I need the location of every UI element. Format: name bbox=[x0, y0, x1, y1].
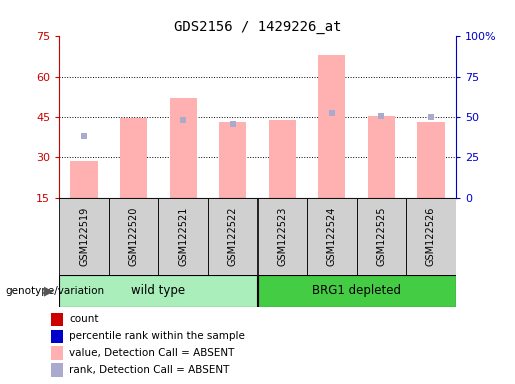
Bar bbox=[120, 118, 147, 198]
Text: GSM122520: GSM122520 bbox=[129, 207, 139, 266]
Bar bbox=[51, 363, 63, 377]
Text: count: count bbox=[69, 314, 98, 324]
Bar bbox=[357, 198, 406, 275]
Bar bbox=[59, 198, 109, 275]
Bar bbox=[208, 198, 258, 275]
Text: GSM122525: GSM122525 bbox=[376, 207, 386, 266]
Text: GSM122524: GSM122524 bbox=[327, 207, 337, 266]
Bar bbox=[417, 122, 444, 198]
Bar bbox=[51, 313, 63, 326]
Text: GSM122526: GSM122526 bbox=[426, 207, 436, 266]
Bar bbox=[406, 198, 456, 275]
Bar bbox=[258, 275, 456, 307]
Bar bbox=[307, 198, 356, 275]
Text: wild type: wild type bbox=[131, 285, 185, 297]
Bar bbox=[51, 329, 63, 343]
Bar bbox=[258, 198, 307, 275]
Bar bbox=[318, 55, 346, 198]
Bar bbox=[368, 116, 395, 198]
Text: GSM122522: GSM122522 bbox=[228, 207, 238, 266]
Bar bbox=[169, 98, 197, 198]
Bar bbox=[59, 275, 258, 307]
Title: GDS2156 / 1429226_at: GDS2156 / 1429226_at bbox=[174, 20, 341, 34]
Text: rank, Detection Call = ABSENT: rank, Detection Call = ABSENT bbox=[69, 365, 229, 375]
Text: ▶: ▶ bbox=[44, 285, 54, 297]
Text: genotype/variation: genotype/variation bbox=[5, 286, 104, 296]
Bar bbox=[109, 198, 158, 275]
Text: GSM122523: GSM122523 bbox=[277, 207, 287, 266]
Bar bbox=[71, 161, 98, 198]
Text: GSM122519: GSM122519 bbox=[79, 207, 89, 266]
Text: BRG1 depleted: BRG1 depleted bbox=[312, 285, 401, 297]
Bar bbox=[159, 198, 208, 275]
Text: percentile rank within the sample: percentile rank within the sample bbox=[69, 331, 245, 341]
Bar bbox=[269, 120, 296, 198]
Text: value, Detection Call = ABSENT: value, Detection Call = ABSENT bbox=[69, 348, 234, 358]
Text: GSM122521: GSM122521 bbox=[178, 207, 188, 266]
Bar bbox=[219, 122, 246, 198]
Bar bbox=[51, 346, 63, 360]
